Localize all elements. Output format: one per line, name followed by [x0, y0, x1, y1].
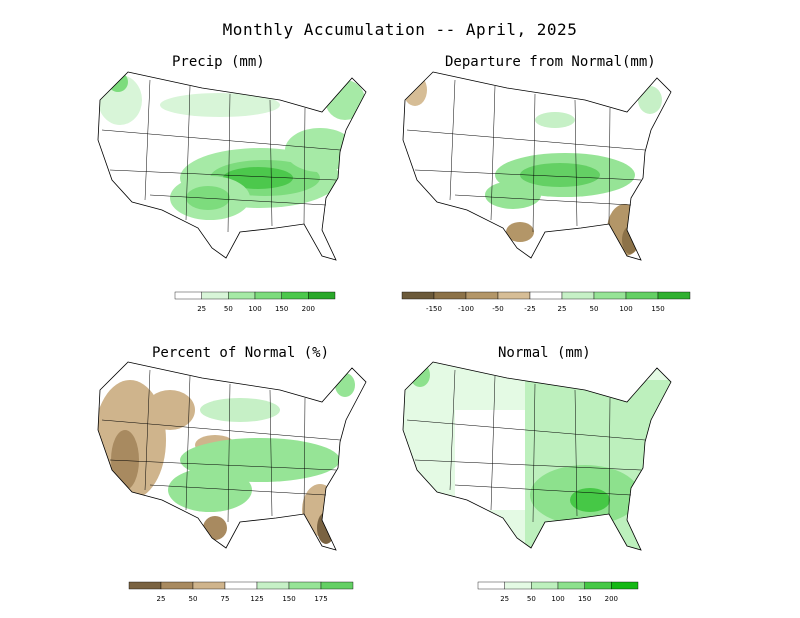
- colorbar-swatch: [224, 581, 258, 590]
- colorbar-swatch: [557, 581, 585, 590]
- colorbar-swatch: [561, 291, 595, 300]
- colorbar-swatch: [160, 581, 194, 590]
- colorbar-tick-label: 150: [578, 595, 591, 603]
- colorbar-tick-label: 200: [605, 595, 618, 603]
- colorbar-swatch: [497, 291, 531, 300]
- colorbar-tick-label: 50: [224, 305, 233, 313]
- precip-map: [97, 71, 367, 261]
- colorbar-swatch: [529, 291, 563, 300]
- colorbar-tick-label: 100: [551, 595, 564, 603]
- departure-colorbar: -150 -100 -50 -25 25 50 100 150: [401, 291, 691, 313]
- colorbar-swatch: [201, 291, 229, 300]
- colorbar-tick-label: 50: [527, 595, 536, 603]
- colorbar-tick-label: 50: [189, 595, 198, 603]
- colorbar-tick-label: 25: [558, 305, 567, 313]
- percent-panel-title: Percent of Normal (%): [152, 345, 330, 361]
- colorbar-tick-label: 25: [500, 595, 509, 603]
- normal-map: [402, 361, 672, 551]
- colorbar-swatch: [657, 291, 691, 300]
- colorbar-tick-label: 50: [590, 305, 599, 313]
- departure-panel-title: Departure from Normal(mm): [445, 54, 656, 70]
- colorbar-swatch: [308, 291, 336, 300]
- colorbar-swatch: [174, 291, 202, 300]
- colorbar-tick-label: 150: [651, 305, 664, 313]
- colorbar-tick-label: 200: [302, 305, 315, 313]
- precip-colorbar: 25 50 100 150 200: [174, 291, 336, 313]
- colorbar-swatch: [128, 581, 162, 590]
- page-title: Monthly Accumulation -- April, 2025: [222, 20, 578, 39]
- normal-panel-title: Normal (mm): [498, 345, 591, 361]
- colorbar-swatch: [477, 581, 505, 590]
- colorbar-swatch: [433, 291, 467, 300]
- colorbar-swatch: [228, 291, 256, 300]
- precip-panel-title: Precip (mm): [172, 54, 265, 70]
- colorbar-swatch: [584, 581, 612, 590]
- colorbar-tick-label: 75: [221, 595, 230, 603]
- colorbar-swatch: [256, 581, 290, 590]
- colorbar-swatch: [531, 581, 559, 590]
- departure-map: [402, 71, 672, 261]
- colorbar-tick-label: 125: [250, 595, 263, 603]
- colorbar-swatch: [281, 291, 309, 300]
- colorbar-tick-label: 25: [197, 305, 206, 313]
- colorbar-swatch: [593, 291, 627, 300]
- colorbar-tick-label: -100: [458, 305, 474, 313]
- colorbar-tick-label: 100: [248, 305, 261, 313]
- colorbar-tick-label: -150: [426, 305, 442, 313]
- colorbar-tick-label: 100: [619, 305, 632, 313]
- percent-map: [97, 361, 367, 551]
- colorbar-swatch: [401, 291, 435, 300]
- colorbar-tick-label: 175: [314, 595, 327, 603]
- colorbar-tick-label: 150: [282, 595, 295, 603]
- colorbar-swatch: [320, 581, 354, 590]
- colorbar-swatch: [465, 291, 499, 300]
- colorbar-swatch: [288, 581, 322, 590]
- colorbar-swatch: [504, 581, 532, 590]
- colorbar-swatch: [192, 581, 226, 590]
- colorbar-tick-label: 150: [275, 305, 288, 313]
- colorbar-tick-label: -50: [492, 305, 503, 313]
- normal-colorbar: 25 50 100 150 200: [477, 581, 639, 603]
- colorbar-tick-label: 25: [157, 595, 166, 603]
- colorbar-swatch: [254, 291, 282, 300]
- percent-colorbar: 25 50 75 125 150 175: [128, 581, 354, 603]
- colorbar-swatch: [611, 581, 639, 590]
- colorbar-tick-label: -25: [524, 305, 535, 313]
- colorbar-swatch: [625, 291, 659, 300]
